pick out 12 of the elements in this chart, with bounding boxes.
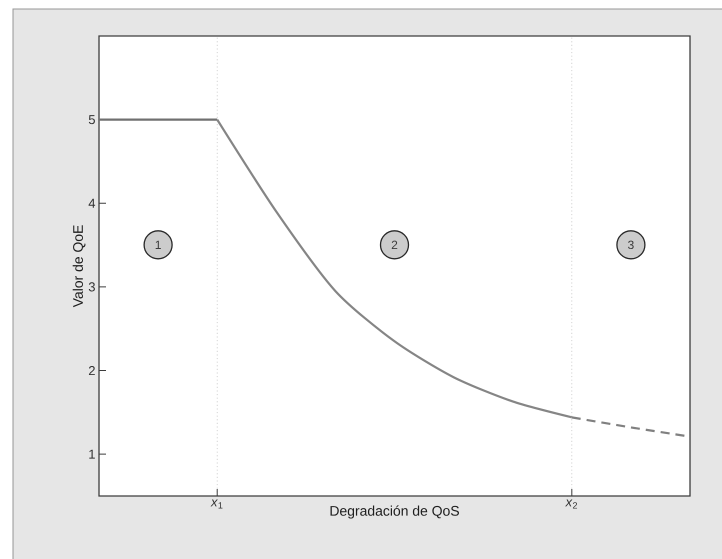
annotation: 3 <box>628 240 634 250</box>
x-tick-label: x$_{2}$ <box>565 500 578 509</box>
annotation: 2 <box>392 240 398 249</box>
y-tick-label: 5 <box>88 115 95 124</box>
y-tick-label: 3 <box>88 282 95 292</box>
y-tick-label: 2 <box>88 366 95 376</box>
y-tick-label: 1 <box>89 450 95 459</box>
x-tick-label: x$_{1}$ <box>210 500 222 508</box>
y-axis-title: Valor de QoE <box>72 225 86 308</box>
x-axis-title: Degradación de QoS <box>330 505 459 519</box>
y-tick-label: 4 <box>88 198 96 208</box>
annotation: 1 <box>156 240 161 249</box>
